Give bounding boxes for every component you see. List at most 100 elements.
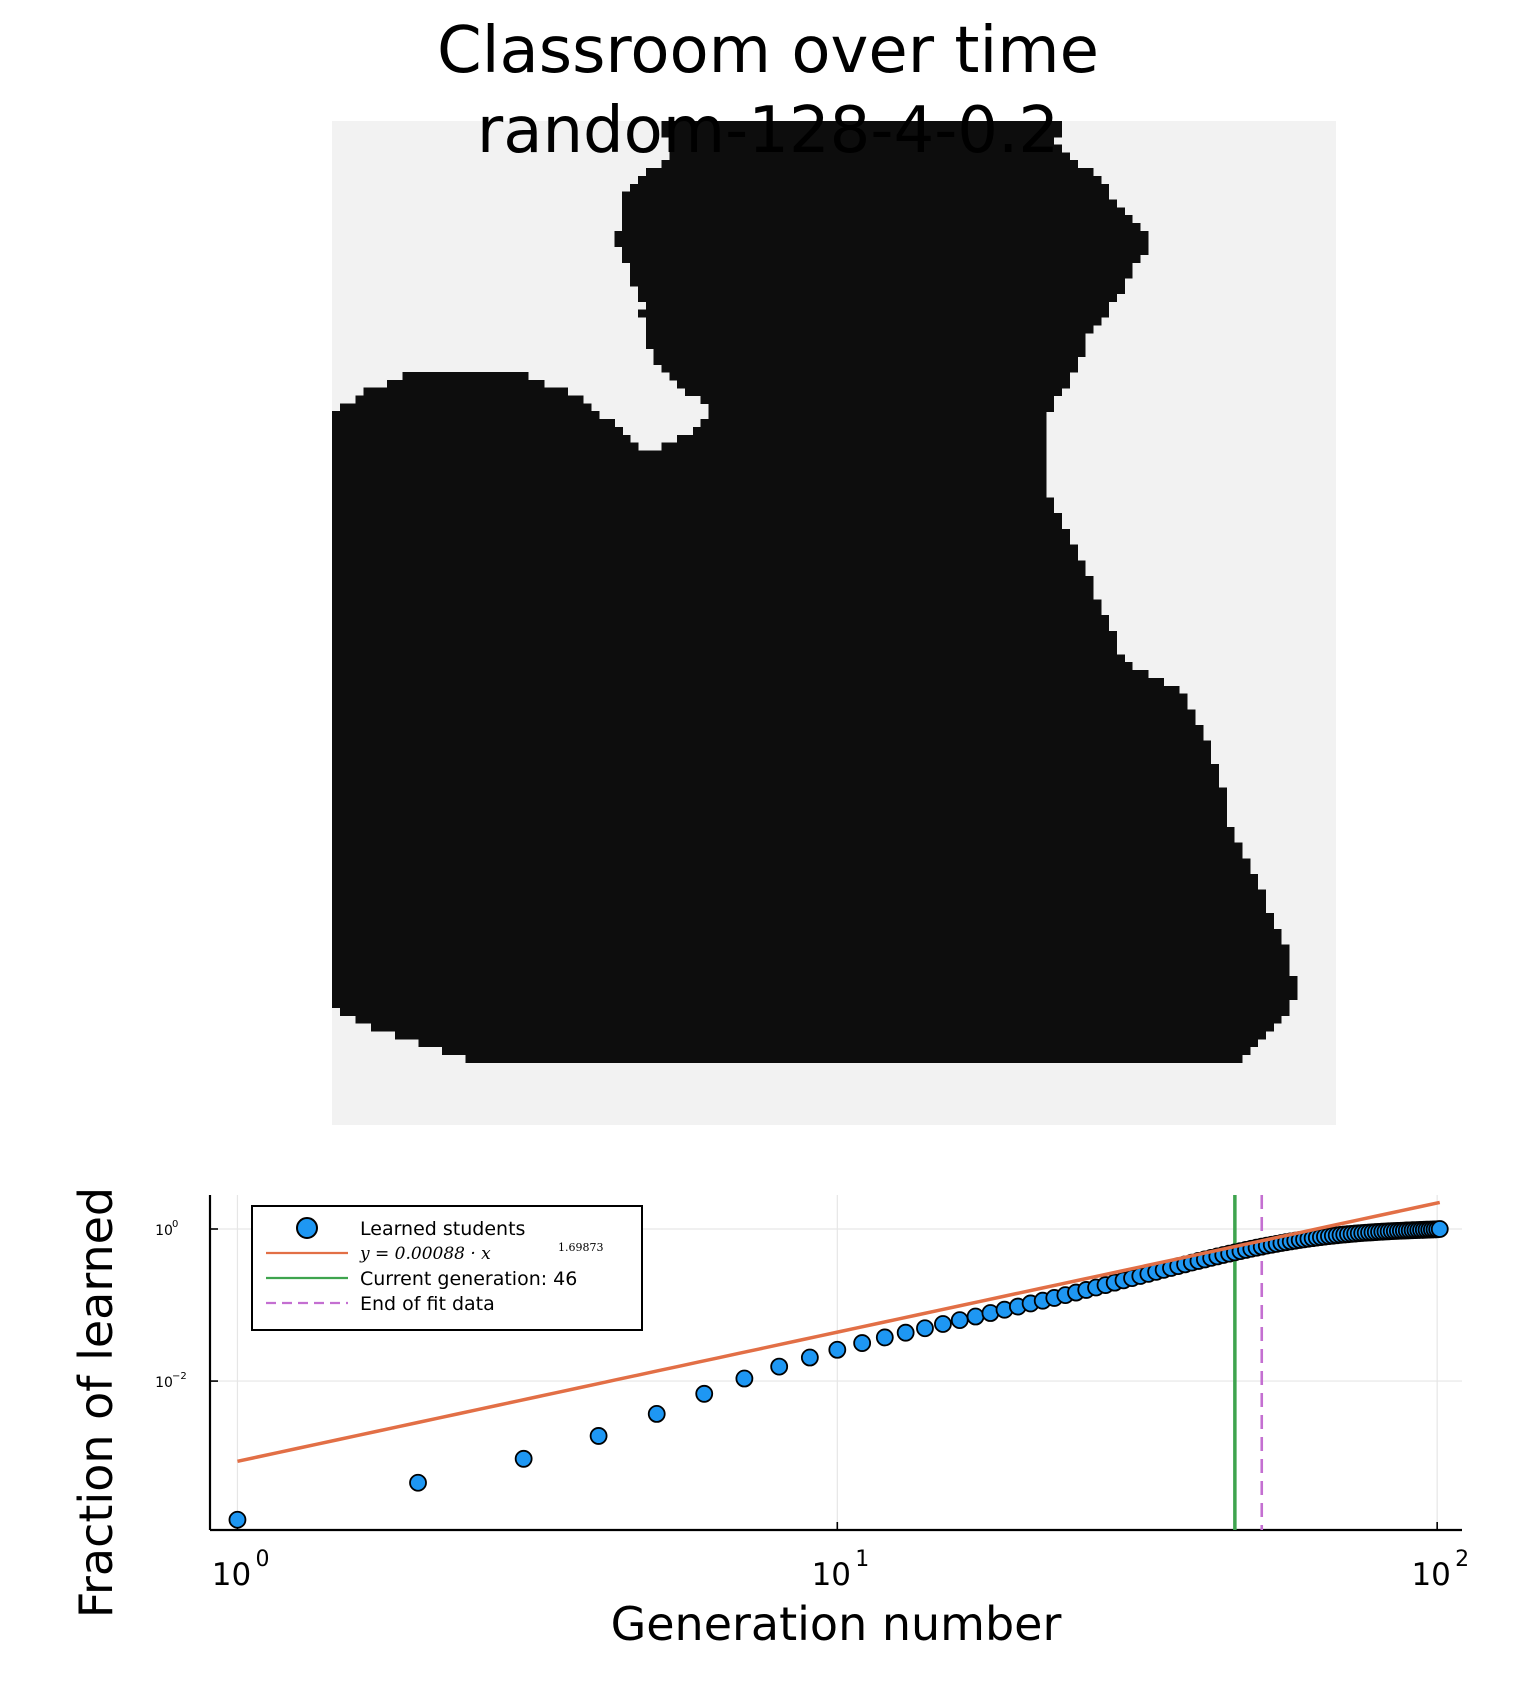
learned-students-point-8 <box>800 1348 819 1367</box>
learned-cells-row-64-0 <box>332 623 1110 632</box>
learned-cells-row-77-0 <box>332 724 1204 734</box>
learned-cells-row-63-0 <box>332 615 1110 624</box>
learned-cells-row-43-0 <box>332 458 1047 467</box>
legend: Learned students y = 0.00088 · x 1.69873 Cu… <box>251 1205 643 1331</box>
learned-students-point-16 <box>966 1307 985 1326</box>
learned-cells-row-9-0 <box>622 191 1110 201</box>
learned-cells-row-96-0 <box>332 874 1259 883</box>
learned-students-point-11 <box>875 1328 894 1347</box>
y-tick-label-1: 10 <box>155 1223 173 1239</box>
learned-cells-row-79-0 <box>332 740 1212 750</box>
learned-cells-row-37-0 <box>332 411 600 420</box>
learned-cells-row-35-1 <box>700 395 1055 404</box>
figure-title-line-2: random-128-4-0.2 <box>476 94 1060 168</box>
learned-cells-row-84-0 <box>332 779 1219 789</box>
learned-students-point-15 <box>950 1311 969 1330</box>
learned-cells-row-88-0 <box>332 811 1227 820</box>
learned-students-point-4 <box>647 1405 666 1423</box>
learned-cells-row-12-0 <box>622 215 1133 224</box>
learned-cells-row-45-0 <box>332 473 1047 483</box>
learned-cells-row-71-0 <box>332 677 1165 687</box>
learned-cells-row-117-0 <box>418 1038 1259 1048</box>
x-tick-label-0: 10 <box>212 1557 251 1593</box>
learned-cells-row-33-1 <box>677 379 1070 389</box>
legend-marker-learned <box>296 1217 318 1239</box>
learned-cells-row-54-0 <box>332 544 1078 553</box>
learned-cells-row-86-0 <box>332 795 1227 804</box>
learned-cells-row-100-0 <box>332 905 1267 914</box>
learned-cells-row-49-0 <box>332 505 1055 514</box>
x-tick-label-exp-0: 0 <box>255 1547 269 1572</box>
learned-cells-row-75-0 <box>332 709 1196 718</box>
learned-cells-row-119-0 <box>465 1054 1243 1063</box>
learned-cells-row-3-0 <box>669 144 1063 153</box>
learned-cells-row-89-0 <box>332 819 1227 828</box>
classroom-heatmap <box>332 121 1336 1125</box>
learned-cells-row-97-0 <box>332 881 1259 891</box>
learned-cells-row-4-0 <box>669 152 1070 161</box>
learned-cells-row-36-0 <box>339 403 592 412</box>
learned-cells-row-118-0 <box>441 1046 1251 1055</box>
learned-cells-row-81-0 <box>332 756 1212 765</box>
learned-cells-row-78-0 <box>332 732 1204 742</box>
learned-cells-row-16-0 <box>622 246 1149 255</box>
x-tick-label-exp-1: 1 <box>855 1547 869 1572</box>
learned-cells-row-52-0 <box>332 528 1070 538</box>
figure-title-line-1: Classroom over time <box>437 14 1099 88</box>
learned-students-point-1 <box>409 1473 427 1492</box>
learned-cells-row-1-0 <box>661 128 1063 138</box>
learned-cells-row-98-0 <box>332 889 1267 899</box>
learned-cells-row-15-0 <box>614 238 1149 248</box>
learned-cells-row-25-0 <box>645 317 1102 326</box>
learned-cells-row-36-1 <box>708 403 1055 412</box>
learned-cells-row-33-0 <box>386 379 545 389</box>
learned-cells-row-65-0 <box>332 630 1117 640</box>
learned-cells-row-5-0 <box>661 160 1078 169</box>
learned-cells-row-92-0 <box>332 842 1243 852</box>
x-tick-label-1: 10 <box>812 1557 851 1593</box>
learned-cells-row-62-0 <box>332 607 1102 616</box>
learned-cells-row-41-0 <box>332 442 639 452</box>
learned-cells-row-76-0 <box>332 717 1196 726</box>
learned-cells-row-55-0 <box>332 552 1078 561</box>
learned-cells-row-53-0 <box>332 536 1070 546</box>
learned-students-point-3 <box>589 1427 608 1445</box>
learned-cells-row-83-0 <box>332 772 1219 781</box>
learned-students-point-14 <box>934 1315 952 1333</box>
learned-students-point-7 <box>770 1357 789 1376</box>
learned-cells-row-94-0 <box>332 858 1251 867</box>
learned-cells-row-41-1 <box>661 442 1047 452</box>
learned-cells-row-57-0 <box>332 568 1086 577</box>
learned-cells-row-110-0 <box>332 983 1298 993</box>
learned-cells-row-113-0 <box>339 1007 1290 1016</box>
y-tick-label-exp-0: −2 <box>172 1371 187 1382</box>
learned-cells-row-107-0 <box>332 960 1290 969</box>
learned-cells-row-6-0 <box>645 168 1094 177</box>
learned-cells-row-18-0 <box>630 262 1133 271</box>
learned-cells-row-91-0 <box>332 834 1235 844</box>
learned-cells-row-87-0 <box>332 803 1227 812</box>
power-law-fit-line <box>237 1200 1441 1464</box>
learned-cells-row-13-0 <box>622 222 1141 232</box>
learned-cells-row-66-0 <box>332 638 1117 648</box>
learned-cells-row-114-0 <box>355 1015 1282 1024</box>
learned-cells-row-38-1 <box>700 419 1047 428</box>
learned-cells-row-116-0 <box>394 1030 1267 1040</box>
x-tick-label-2: 10 <box>1411 1557 1450 1593</box>
learned-students-point-5 <box>695 1384 714 1403</box>
learned-cells-row-111-0 <box>332 991 1298 1001</box>
learned-students-point-100 <box>1430 1220 1449 1238</box>
learned-cells-row-39-1 <box>692 426 1047 436</box>
learned-cells-row-27-0 <box>645 332 1086 342</box>
learned-cells-row-104-0 <box>332 936 1282 946</box>
learned-cells-row-17-0 <box>622 254 1141 263</box>
learned-cells-row-70-0 <box>332 670 1149 679</box>
learned-cells-row-101-0 <box>332 913 1274 922</box>
learned-cells-row-73-0 <box>332 693 1188 703</box>
learned-cells-row-102-0 <box>332 921 1274 930</box>
learned-cells-row-93-0 <box>332 850 1243 859</box>
learned-cells-row-40-0 <box>332 434 631 444</box>
learned-cells-row-56-0 <box>332 560 1086 569</box>
